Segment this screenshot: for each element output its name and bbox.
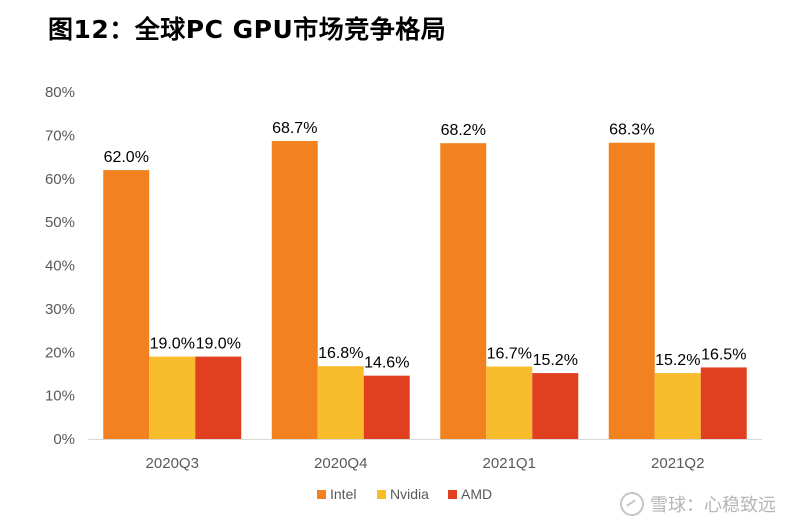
data-label: 16.8% bbox=[318, 345, 363, 362]
figure-title: 图12：全球PC GPU市场竞争格局 bbox=[48, 15, 447, 44]
legend-swatch-amd bbox=[448, 490, 457, 499]
data-label: 15.2% bbox=[533, 352, 578, 369]
data-label: 19.0% bbox=[196, 336, 241, 353]
data-label: 68.2% bbox=[441, 122, 486, 139]
legend-label-nvidia: Nvidia bbox=[390, 486, 429, 502]
legend-swatch-intel bbox=[317, 490, 326, 499]
x-tick-label: 2021Q2 bbox=[651, 455, 704, 472]
data-label: 19.0% bbox=[150, 336, 195, 353]
y-tick-label: 20% bbox=[45, 344, 75, 361]
bar-nvidia-2021q2 bbox=[654, 373, 701, 439]
y-tick-label: 0% bbox=[53, 431, 75, 448]
legend-swatch-nvidia bbox=[377, 490, 386, 499]
watermark: 雪球：心稳致远 bbox=[620, 491, 776, 517]
bar-amd-2020q4 bbox=[363, 375, 410, 439]
bar-amd-2021q2 bbox=[700, 367, 747, 439]
y-tick-label: 80% bbox=[45, 84, 75, 101]
y-tick-label: 10% bbox=[45, 388, 75, 405]
bar-amd-2021q1 bbox=[532, 373, 579, 439]
y-tick-label: 60% bbox=[45, 171, 75, 188]
y-tick-label: 40% bbox=[45, 258, 75, 275]
bar-nvidia-2021q1 bbox=[486, 366, 533, 439]
y-tick-label: 30% bbox=[45, 301, 75, 318]
bar-intel-2021q1 bbox=[440, 143, 487, 439]
bar-nvidia-2020q3 bbox=[149, 356, 196, 439]
legend-label-intel: Intel bbox=[330, 486, 356, 502]
x-tick-label: 2020Q3 bbox=[146, 455, 199, 472]
bar-amd-2020q3 bbox=[195, 356, 242, 439]
snowball-logo-icon bbox=[620, 492, 644, 516]
watermark-text: 雪球：心稳致远 bbox=[650, 495, 776, 516]
bar-intel-2021q2 bbox=[608, 142, 655, 439]
y-tick-label: 50% bbox=[45, 214, 75, 231]
legend-label-amd: AMD bbox=[461, 486, 492, 502]
bar-nvidia-2020q4 bbox=[317, 366, 364, 439]
x-tick-label: 2021Q1 bbox=[483, 455, 536, 472]
data-label: 15.2% bbox=[655, 352, 700, 369]
data-label: 68.3% bbox=[609, 122, 654, 139]
bar-intel-2020q4 bbox=[271, 141, 318, 440]
data-label: 68.7% bbox=[272, 120, 317, 137]
bar-intel-2020q3 bbox=[103, 170, 150, 439]
data-label: 16.5% bbox=[701, 346, 746, 363]
data-label: 16.7% bbox=[487, 346, 532, 363]
x-tick-label: 2020Q4 bbox=[314, 455, 367, 472]
data-label: 62.0% bbox=[104, 149, 149, 166]
data-label: 14.6% bbox=[364, 355, 409, 372]
y-tick-label: 70% bbox=[45, 127, 75, 144]
